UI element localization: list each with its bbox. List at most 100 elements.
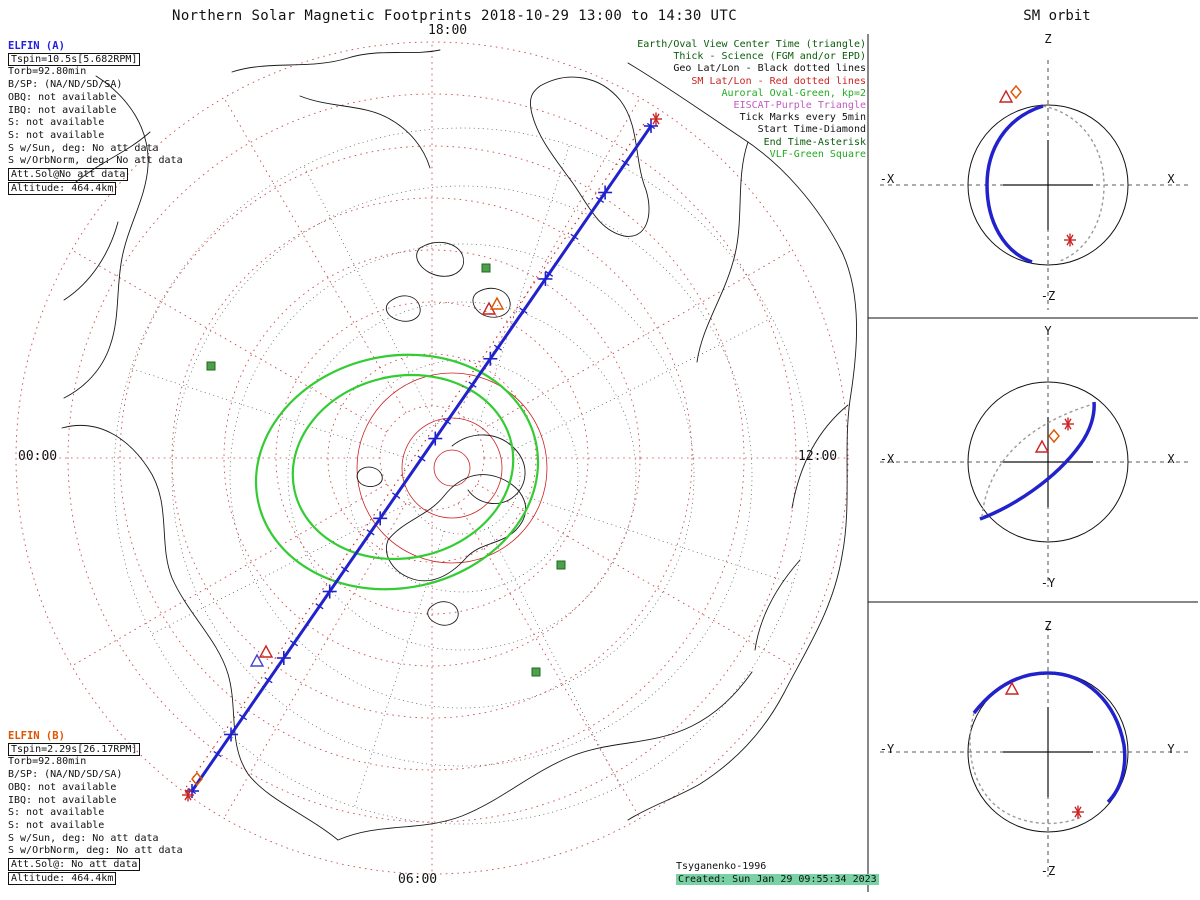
orbit3-track-near <box>972 671 1127 804</box>
diamond-marker <box>1010 84 1022 100</box>
orbit3-axis-label-top: Z <box>1044 619 1052 633</box>
elfin-a-name: ELFIN (A) <box>8 40 65 52</box>
legend-item-center-time: Earth/Oval View Center Time (triangle) <box>637 39 866 50</box>
geo-grid-circle <box>287 301 637 651</box>
orbit1-track-near <box>985 104 1044 264</box>
sm-grid-circle <box>327 353 537 563</box>
orbit3-axis-label-bottom: -Z <box>1040 864 1056 878</box>
orbit1-axis-label-bottom: -Z <box>1040 289 1056 303</box>
sm-grid-circle <box>275 301 589 615</box>
legend-item-geo-grid: Geo Lat/Lon - Black dotted lines <box>673 63 866 75</box>
sm-orbit-title: SM orbit <box>1023 8 1091 24</box>
geo-grid-circle <box>113 127 811 825</box>
coastline-inner-seas <box>696 141 849 651</box>
sm-grid-circle <box>15 41 849 875</box>
elfin-b-s1: S: not available <box>8 807 105 819</box>
auroral-oval-inner <box>291 373 515 561</box>
triangle-marker <box>1034 439 1050 453</box>
legend-item-sm-grid: SM Lat/Lon - Red dotted lines <box>691 75 866 87</box>
five-min-tick <box>391 492 401 499</box>
auroral-oval <box>254 353 540 591</box>
five-min-tick <box>595 196 605 203</box>
map-markers <box>182 112 662 802</box>
orbit3-axis-label-left: -Y <box>879 742 895 756</box>
geo-grid-meridian <box>517 493 794 584</box>
sm-grid-circle <box>67 93 797 823</box>
footer: Tsyganenko-1996 Created: Sun Jan 29 09:5… <box>676 861 879 887</box>
created-label: Created: Sun Jan 29 09:55:34 2023 <box>676 873 879 887</box>
coastline-greenland <box>529 76 650 237</box>
elfin-b-attsol-box: Att.Sol@: No att data <box>8 858 141 872</box>
coastline-left-small <box>63 131 151 301</box>
triangle-marker <box>258 644 274 658</box>
elfin-a-altitude: Altitude: 464.4km <box>8 181 228 196</box>
orbit1-axis-label-top: Z <box>1044 32 1052 46</box>
geo-grid-circle <box>171 185 753 767</box>
coastline-europe <box>386 474 527 582</box>
sm-footprint-red-dotted <box>185 121 646 788</box>
legend-item-auroral-oval: Auroral Oval-Green, kp=2 <box>721 87 867 99</box>
orbit2-axis-label-bottom: -Y <box>1040 576 1056 590</box>
elfin-a-obq: OBQ: not available <box>8 91 117 103</box>
triangle-marker <box>998 89 1014 103</box>
elfin-b-torb: Torb=92.80min <box>8 756 87 768</box>
geo-grid-circle <box>229 243 695 709</box>
sm-grid-radial <box>476 249 793 433</box>
five-min-tick <box>570 233 579 240</box>
mlt-label-00: 00:00 <box>18 449 58 464</box>
orbit1-track-far <box>1042 105 1105 262</box>
geo-grid-meridian <box>488 527 621 787</box>
orbit2-axis-label-left: -X <box>879 452 895 466</box>
coastline-scandinavia <box>451 434 526 505</box>
sm-solid-circle <box>401 417 503 519</box>
elfin-b-sun: S w/Sun, deg: No att data <box>8 832 159 844</box>
orbit3-track-far <box>969 712 1083 825</box>
geo-grid-meridian <box>513 317 773 450</box>
elfin-a-info: ELFIN (A) Tspin=10.5s[5.682RPM] Torb=92.… <box>8 40 228 195</box>
legend-item-end-time: End Time-Asterisk <box>763 136 866 148</box>
sm-solid-circle <box>433 449 471 487</box>
five-min-tick <box>213 750 222 758</box>
legend-item-eiscat: EISCAT-Purple Triangle <box>733 100 866 112</box>
mlt-label-12: 12:00 <box>798 449 838 464</box>
coastline-top-left <box>63 75 149 399</box>
vlf-square-marker <box>206 361 216 371</box>
elfin-a-ibq: IBQ: not available <box>8 104 117 116</box>
legend-item-start-time: Start Time-Diamond <box>757 124 866 136</box>
geo-graticule <box>113 127 811 825</box>
five-min-tick <box>366 529 375 536</box>
sm-solid-circle <box>356 372 548 564</box>
elfin-a-sun: S w/Sun, deg: No att data <box>8 142 159 154</box>
geo-grid-circle <box>345 359 579 593</box>
panel-dividers <box>867 34 1198 892</box>
five-min-tick <box>315 603 324 610</box>
sm-graticule <box>15 41 849 875</box>
geo-grid-meridian <box>303 165 436 425</box>
auroral-oval-outer <box>254 353 540 591</box>
coastline-arctic-islands <box>385 241 511 322</box>
orbit1-axis-label-left: -X <box>879 172 895 186</box>
five-min-tick <box>417 455 426 462</box>
five-min-tick <box>468 381 477 388</box>
elfin-b-obq: OBQ: not available <box>8 781 117 793</box>
elfin-b-ibq: IBQ: not available <box>8 794 117 806</box>
coastline-bottom <box>337 671 753 841</box>
coastline-north-america <box>61 424 339 841</box>
elfin-b-tspin-box: Tspin=2.29s[26.17RPM] <box>8 742 141 756</box>
elfin-b-orbnorm: S w/OrbNorm, deg: No att data <box>8 845 183 857</box>
elfin-a-bsp: B/SP: (NA/ND/SD/SA) <box>8 79 123 91</box>
sm-grid-radial <box>223 97 407 414</box>
elfin-a-tspin: Tspin=10.5s[5.682RPM] <box>8 52 228 67</box>
elfin-b-altitude-box: Altitude: 464.4km <box>8 871 117 885</box>
orbit-markers <box>998 84 1084 819</box>
elfin-b-altitude: Altitude: 464.4km <box>8 871 228 886</box>
map-legend: Earth/Oval View Center Time (triangle) T… <box>560 39 866 161</box>
legend-item-vlf: VLF-Green Square <box>769 148 866 160</box>
geo-grid-meridian <box>130 368 407 459</box>
legend-item-tick-marks: Tick Marks every 5min <box>739 112 866 124</box>
orbit-panel-axes <box>880 60 1192 877</box>
vlf-square-marker <box>481 263 491 273</box>
elfin-b-attsol: Att.Sol@: No att data <box>8 858 228 872</box>
elfin-b-tspin: Tspin=2.29s[26.17RPM] <box>8 742 228 757</box>
